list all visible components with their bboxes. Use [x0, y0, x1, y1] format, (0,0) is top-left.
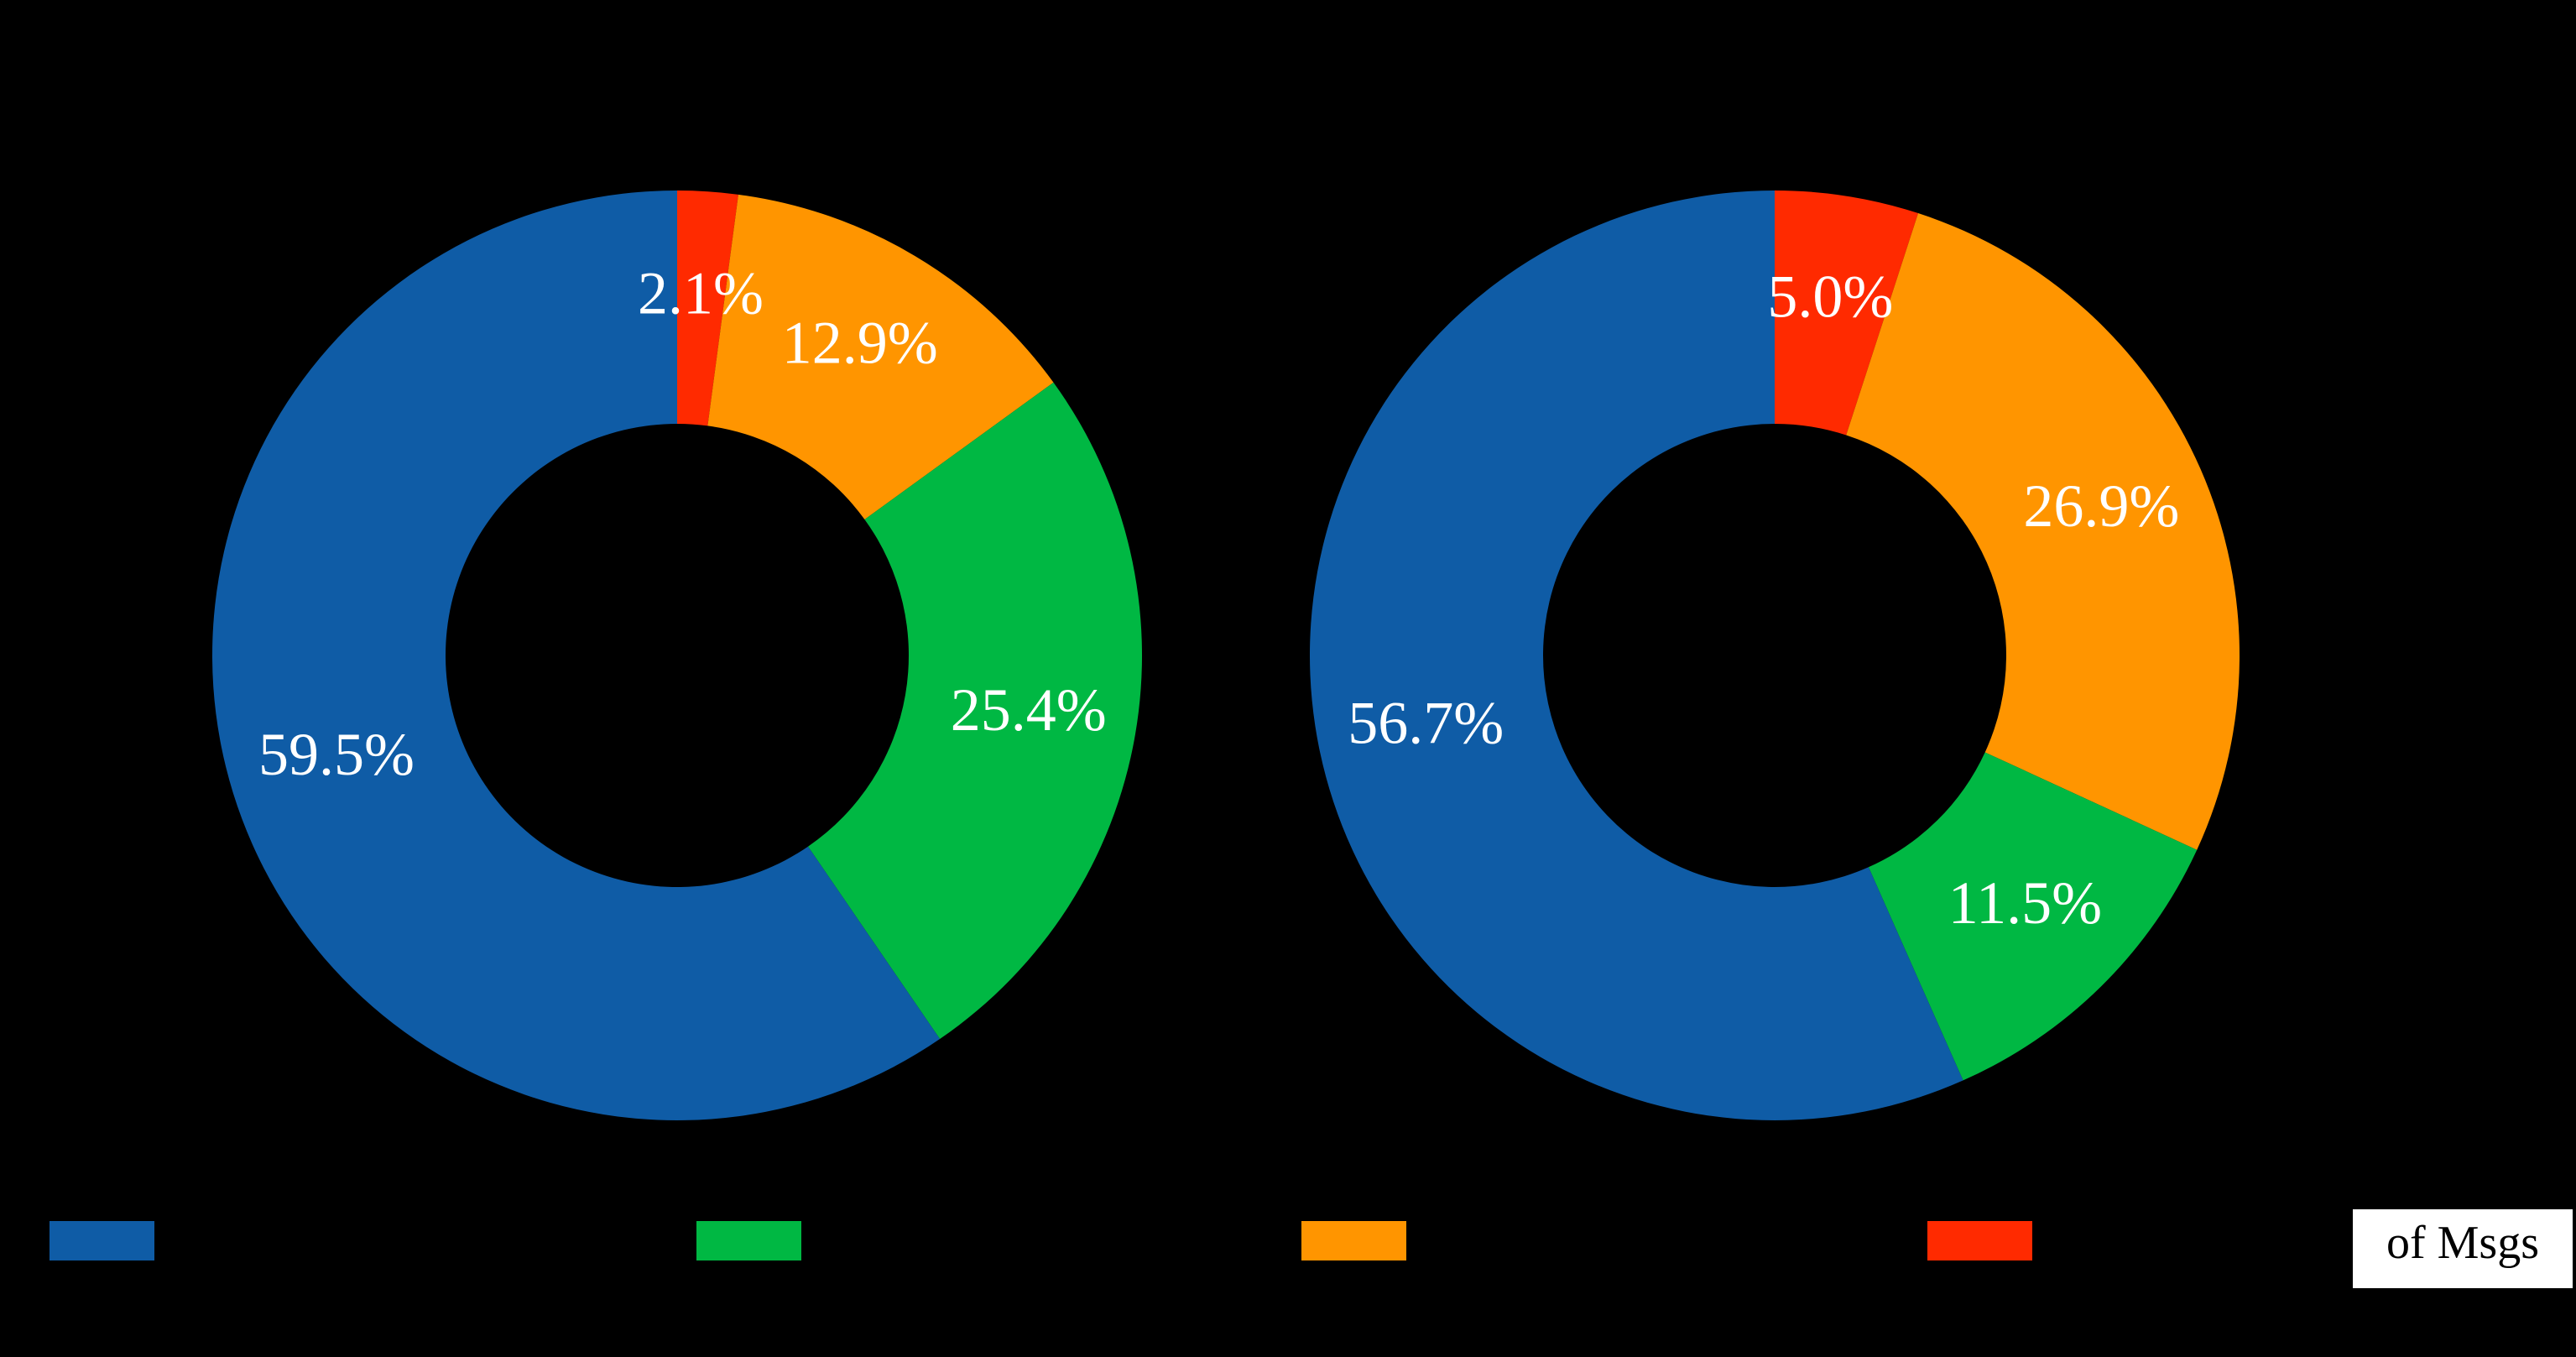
donut-slice: [1846, 213, 2240, 850]
data-label: 2.1%: [638, 259, 764, 326]
data-label: 12.9%: [782, 309, 938, 376]
data-label: 5.0%: [1767, 264, 1893, 331]
legend-swatch: [1301, 1221, 1406, 1260]
donut-slice: [707, 194, 1054, 519]
data-label: 56.7%: [1348, 690, 1504, 757]
donut-slice: [1775, 191, 1919, 436]
donut-slice: [212, 191, 941, 1121]
legend-swatch: [50, 1221, 154, 1260]
donut-slice: [807, 382, 1142, 1040]
legend-title: of Msgs: [2386, 1217, 2539, 1269]
data-label: 26.9%: [2023, 472, 2179, 540]
data-label: 25.4%: [951, 676, 1107, 744]
legend-swatch: [696, 1221, 801, 1260]
donut-slice: [1868, 752, 2198, 1081]
data-label: 59.5%: [258, 721, 415, 788]
donut-slice: [1310, 191, 1963, 1120]
legend-swatch: [1927, 1221, 2032, 1260]
data-label: 11.5%: [1948, 869, 2102, 937]
legend-title-box: [2353, 1209, 2573, 1288]
donut-slice: [677, 191, 738, 426]
